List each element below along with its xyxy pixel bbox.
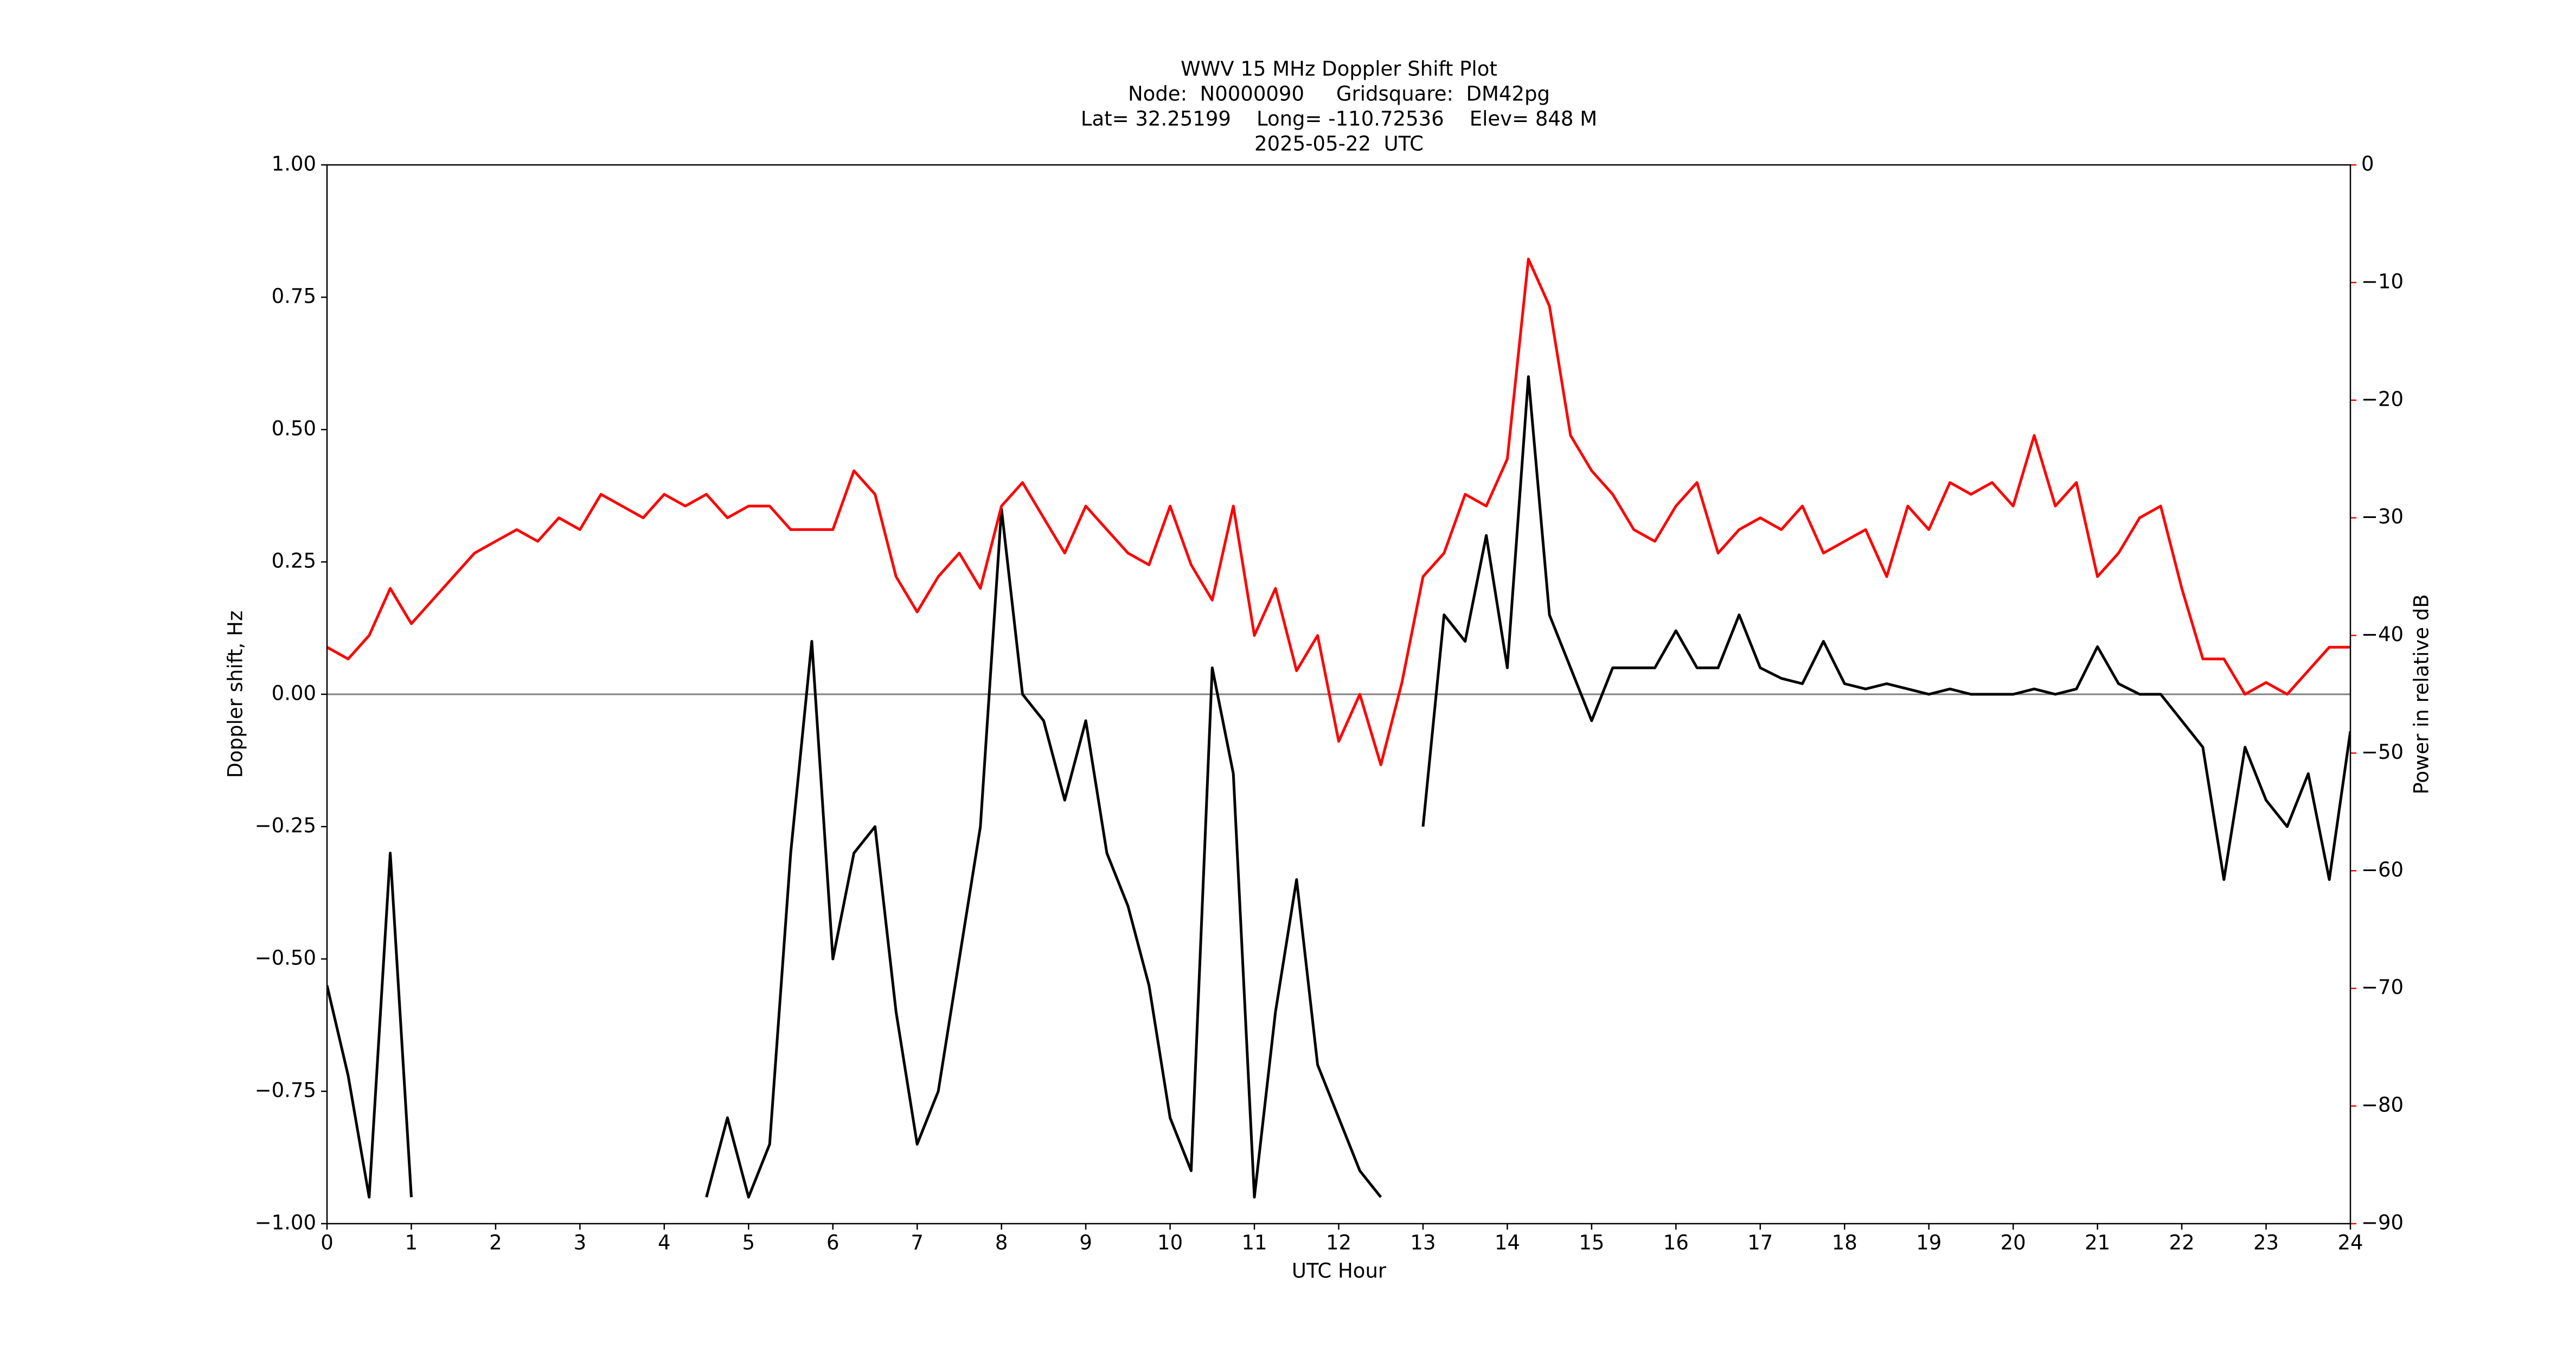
y2-tick-label: −60 [2361,858,2404,881]
x-tick-label: 13 [1410,1231,1436,1255]
y-tick-label: 0.00 [272,682,316,705]
x-tick-label: 10 [1157,1231,1183,1255]
x-axis-label: UTC Hour [1292,1259,1387,1283]
y2-tick-label: −50 [2361,740,2404,764]
y-tick-label: 0.25 [272,549,316,573]
y2-tick-label: −40 [2361,623,2404,646]
y2-tick-label: −20 [2361,387,2404,411]
y-tick-label: −1.00 [255,1211,316,1235]
x-tick-label: 16 [1663,1231,1689,1255]
x-tick-label: 7 [911,1231,924,1255]
chart-title: Node: N0000090 Gridsquare: DM42pg [1128,82,1550,106]
x-tick-label: 1 [405,1231,418,1255]
x-tick-label: 9 [1079,1231,1092,1255]
x-tick-label: 4 [658,1231,671,1255]
y2-tick-label: 0 [2361,152,2374,176]
x-tick-label: 8 [995,1231,1008,1255]
y-tick-label: −0.75 [255,1079,316,1102]
y-tick-label: −0.25 [255,814,316,837]
x-tick-label: 2 [489,1231,502,1255]
x-tick-label: 20 [2001,1231,2026,1255]
x-tick-label: 0 [321,1231,334,1255]
x-tick-label: 12 [1326,1231,1351,1255]
x-tick-label: 3 [574,1231,587,1255]
data-line [327,258,2350,766]
x-tick-label: 6 [826,1231,840,1255]
chart-title: 2025-05-22 UTC [1254,132,1424,156]
x-tick-label: 11 [1241,1231,1267,1255]
y-axis-label: Doppler shift, Hz [224,611,247,778]
y-tick-label: 0.50 [272,417,316,440]
x-tick-label: 21 [2085,1231,2110,1255]
data-line [327,375,2350,1199]
y2-tick-label: −90 [2361,1211,2404,1235]
chart-title: Lat= 32.25199 Long= -110.72536 Elev= 848… [1081,107,1597,131]
x-tick-label: 19 [1916,1231,1941,1255]
x-tick-label: 14 [1495,1231,1520,1255]
plot-frame [326,164,2351,1225]
y2-tick-label: −30 [2361,505,2404,528]
y2-tick-label: −10 [2361,270,2404,293]
x-tick-label: 5 [742,1231,755,1255]
y-tick-label: −0.50 [255,946,316,970]
x-tick-label: 23 [2253,1231,2279,1255]
y2-axis-label: Power in relative dB [2410,594,2433,794]
chart-title: WWV 15 MHz Doppler Shift Plot [1181,57,1497,81]
y2-tick-label: −80 [2361,1093,2404,1117]
x-tick-label: 17 [1747,1231,1773,1255]
y2-tick-label: −70 [2361,976,2404,999]
x-tick-label: 15 [1579,1231,1604,1255]
y-tick-label: 1.00 [272,152,316,176]
x-tick-label: 22 [2169,1231,2195,1255]
y-tick-label: 0.75 [272,285,316,308]
x-tick-label: 18 [1832,1231,1857,1255]
x-tick-label: 24 [2337,1231,2363,1255]
